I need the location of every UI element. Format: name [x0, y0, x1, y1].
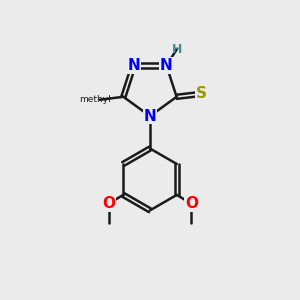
Text: N: N [144, 109, 156, 124]
Text: O: O [185, 196, 198, 211]
Text: H: H [172, 43, 182, 56]
Text: N: N [127, 58, 140, 73]
Text: N: N [160, 58, 173, 73]
Text: S: S [196, 86, 207, 101]
Text: methyl: methyl [80, 95, 111, 104]
Text: O: O [102, 196, 115, 211]
